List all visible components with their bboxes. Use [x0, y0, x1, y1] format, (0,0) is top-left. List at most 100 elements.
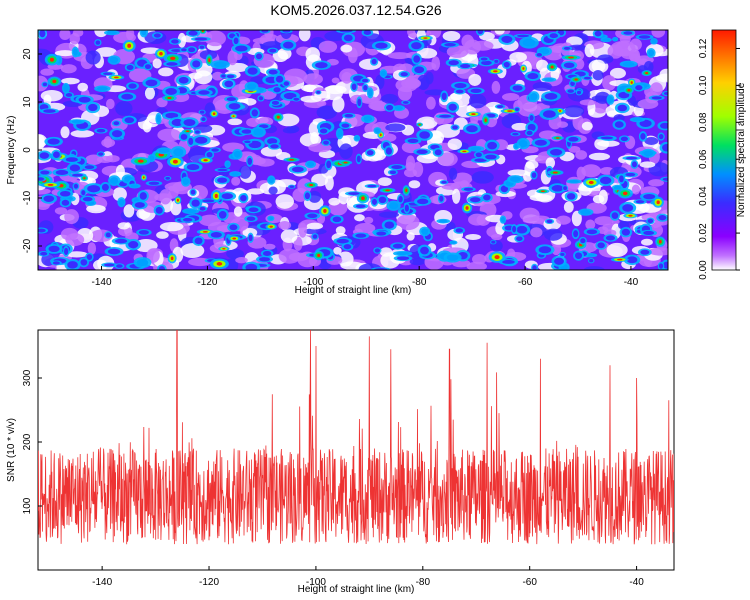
heatmap-cell	[178, 76, 189, 84]
heatmap-cell	[512, 225, 517, 233]
heatmap-peak	[658, 239, 662, 244]
heatmap-cell	[105, 232, 111, 238]
heatmap-cell	[134, 202, 145, 208]
heatmap-cell	[407, 138, 419, 143]
colorbar: 0.00 0.02 0.04 0.06 0.08 0.10 0.12 Normalized …	[698, 29, 747, 280]
heatmap-cell	[463, 187, 474, 191]
heatmap-cell	[544, 78, 554, 82]
spectrogram-x-label: Height of straight line (km)	[295, 285, 412, 296]
heatmap-cell	[341, 71, 353, 84]
heatmap-peak	[208, 58, 211, 63]
heatmap-cell	[231, 172, 240, 176]
heatmap-cell	[138, 230, 149, 235]
heatmap-cell	[52, 261, 60, 265]
heatmap-peak	[170, 56, 176, 60]
heatmap-cell	[86, 204, 106, 214]
heatmap-cell	[532, 265, 537, 270]
heatmap-cell	[550, 148, 563, 156]
heatmap-cell	[121, 93, 134, 100]
heatmap-cell	[213, 61, 227, 68]
heatmap-cell	[94, 30, 108, 38]
heatmap-cell	[595, 91, 611, 104]
heatmap-peak	[628, 214, 633, 217]
heatmap-cell	[509, 176, 521, 182]
heatmap-cell	[248, 207, 259, 212]
spectrogram-y-tick-label: 20	[22, 48, 33, 60]
heatmap-cell	[658, 263, 664, 269]
heatmap-cell	[567, 44, 588, 51]
heatmap-cell	[85, 50, 101, 65]
heatmap-cell	[106, 31, 117, 35]
heatmap-cell	[206, 151, 213, 158]
snr-y-ticks: 100 200 300	[22, 369, 42, 514]
heatmap-cell	[328, 197, 341, 206]
heatmap-cell	[643, 230, 655, 235]
heatmap-peak	[493, 70, 498, 73]
colorbar-tick-label: 0.12	[698, 38, 709, 58]
heatmap-cell	[244, 140, 251, 144]
heatmap-cell	[439, 114, 452, 118]
heatmap-cell	[42, 82, 48, 87]
heatmap-cell	[581, 164, 602, 178]
heatmap-cell	[419, 131, 431, 139]
heatmap-cell	[563, 186, 568, 191]
heatmap-cell	[194, 130, 200, 134]
heatmap-cell	[571, 210, 582, 227]
colorbar-tick-label: 0.06	[698, 149, 709, 169]
heatmap-cell	[59, 190, 71, 197]
heatmap-cell	[651, 39, 657, 44]
heatmap-cell	[38, 177, 45, 181]
heatmap-cell	[316, 90, 321, 94]
heatmap-peak	[462, 150, 467, 153]
snr-x-tick-label: -80	[416, 577, 431, 588]
heatmap-cell	[84, 165, 95, 170]
heatmap-cell	[268, 186, 278, 195]
heatmap-cell	[483, 194, 491, 201]
heatmap-cell	[149, 155, 155, 161]
heatmap-cell	[622, 204, 634, 212]
heatmap-cell	[201, 117, 206, 122]
heatmap-cell	[434, 149, 442, 156]
heatmap-cell	[157, 128, 182, 142]
heatmap-peak	[550, 65, 554, 69]
heatmap-cell	[61, 77, 80, 85]
heatmap-cell	[185, 209, 197, 214]
heatmap-cell	[416, 149, 428, 155]
heatmap-cell	[564, 105, 585, 118]
heatmap-cell	[643, 193, 656, 200]
heatmap-peak	[49, 57, 55, 62]
heatmap-cell	[648, 49, 655, 57]
heatmap-cell	[469, 197, 481, 203]
heatmap-cell	[141, 30, 147, 36]
heatmap-cell	[171, 118, 184, 127]
colorbar-label: Normalized spectral amplitude	[736, 82, 747, 217]
heatmap-cell	[65, 233, 85, 247]
heatmap-cell	[409, 258, 426, 266]
heatmap-cell	[502, 260, 515, 264]
heatmap-cell	[663, 261, 668, 269]
heatmap-cell	[340, 261, 364, 270]
heatmap-cell	[593, 101, 608, 114]
heatmap-peak	[568, 56, 574, 59]
heatmap-peak	[465, 206, 469, 210]
heatmap-cell	[363, 85, 368, 91]
heatmap-cell	[441, 92, 447, 101]
heatmap-cell	[589, 259, 594, 263]
heatmap-cell	[625, 172, 636, 177]
heatmap-cell	[211, 148, 219, 152]
snr-y-label: SNR (10 * v/v)	[6, 418, 17, 482]
heatmap-cell	[600, 136, 614, 140]
heatmap-cell	[268, 177, 274, 184]
heatmap-cell	[658, 133, 664, 140]
heatmap-peak	[317, 253, 321, 258]
heatmap-cell	[491, 240, 496, 244]
heatmap-cell	[544, 93, 558, 100]
heatmap-cell	[354, 214, 365, 222]
heatmap-cell	[231, 176, 241, 186]
heatmap-cell	[574, 58, 585, 70]
heatmap-cell	[648, 179, 665, 187]
heatmap-cell	[442, 30, 461, 42]
heatmap-cell	[583, 266, 605, 270]
heatmap-cell	[371, 58, 377, 65]
heatmap-cell	[563, 62, 575, 69]
